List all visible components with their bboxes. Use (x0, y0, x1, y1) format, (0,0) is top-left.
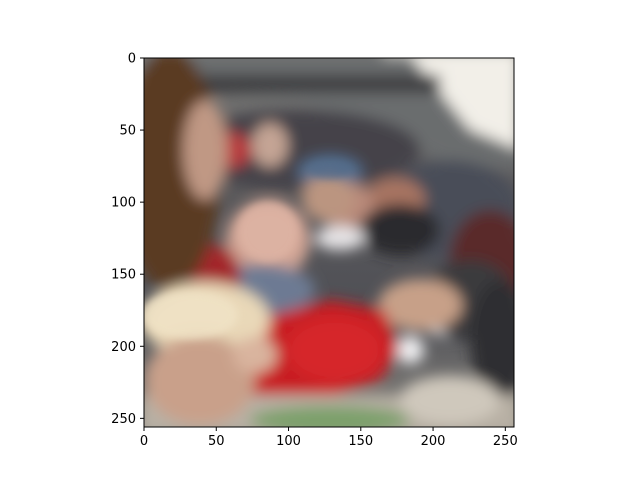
y-tick-label: 0 (128, 52, 136, 67)
x-tick-label: 200 (421, 434, 446, 449)
axes-frame (143, 57, 515, 428)
x-tick-label: 100 (276, 434, 301, 449)
y-tick-label: 100 (111, 196, 136, 211)
y-tick-label: 50 (119, 124, 136, 139)
x-tick-label: 50 (208, 434, 225, 449)
x-tick-label: 250 (493, 434, 518, 449)
y-tick-label: 200 (111, 340, 136, 355)
y-tick-label: 150 (111, 268, 136, 283)
y-axis: 0 50 100 150 200 250 (111, 52, 144, 427)
x-axis: 0 50 100 150 200 250 (140, 427, 518, 449)
x-tick-label: 0 (140, 434, 148, 449)
y-tick-label: 250 (111, 412, 136, 427)
plotted-image (144, 58, 514, 427)
x-tick-label: 150 (348, 434, 373, 449)
